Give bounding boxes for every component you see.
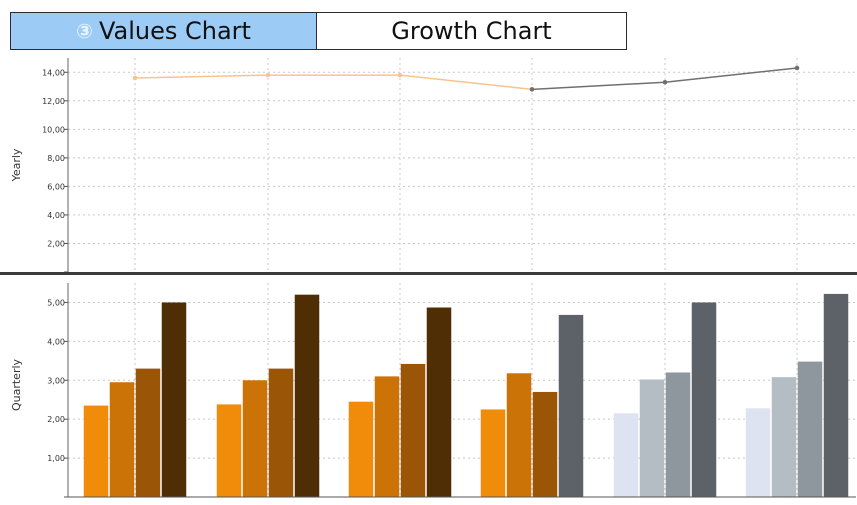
- bar-g6-q4: [823, 293, 849, 497]
- line-chart-tick-label: 2,00: [47, 239, 65, 248]
- bar-g5-q3: [665, 372, 691, 497]
- bar-chart-axis-label: Quarterly: [10, 358, 23, 411]
- chart-divider: [0, 272, 857, 275]
- line-series-1-point: [132, 75, 138, 81]
- tab-values-chart-label: Values Chart: [98, 17, 251, 45]
- line-chart-tick-label: 6,00: [47, 182, 65, 191]
- bar-g2-q1: [216, 404, 242, 497]
- bar-g6-q1: [745, 408, 771, 497]
- bar-g4-q1: [480, 409, 506, 497]
- chart-icon: ③: [76, 19, 93, 43]
- line-chart-tick-label: 8,00: [47, 154, 65, 163]
- bar-chart-tick-label: 4,00: [47, 337, 65, 346]
- bar-g3-q4: [426, 307, 452, 497]
- line-series-1-point: [265, 72, 271, 78]
- bar-g4-q2: [506, 373, 532, 497]
- line-series-1: [134, 74, 533, 91]
- tab-growth-chart[interactable]: Growth Chart: [317, 13, 626, 49]
- tab-growth-chart-label: Growth Chart: [391, 17, 552, 45]
- line-chart-tick-label: 4,00: [47, 211, 65, 220]
- bar-g1-q3: [135, 368, 161, 497]
- bar-g2-q2: [242, 380, 268, 497]
- bar-g3-q3: [400, 363, 426, 497]
- bar-g5-q4: [691, 302, 717, 497]
- bar-chart-tick-label: 2,00: [47, 415, 65, 424]
- line-series-1-point: [397, 72, 403, 78]
- bar-g6-q2: [771, 377, 797, 497]
- tab-values-chart[interactable]: ③ Values Chart: [11, 13, 317, 49]
- chart-tab-bar: ③ Values Chart Growth Chart: [10, 12, 627, 50]
- bar-g2-q3: [268, 368, 294, 497]
- bar-g5-q1: [613, 413, 639, 497]
- line-series-2-point: [529, 87, 535, 92]
- bar-chart-tick-label: 1,00: [47, 454, 65, 463]
- bar-g3-q1: [348, 401, 374, 497]
- line-chart-tick-label: 12,00: [42, 97, 65, 106]
- bar-g4-q3: [532, 391, 558, 497]
- bar-g1-q1: [83, 405, 109, 497]
- bar-g3-q2: [374, 376, 400, 497]
- bar-g4-q4: [558, 314, 584, 497]
- bar-chart-tick-label: 5,00: [47, 298, 65, 307]
- line-chart-tick-label: 14,00: [42, 68, 65, 77]
- bar-chart-tick-label: 3,00: [47, 376, 65, 385]
- bar-g1-q4: [161, 302, 187, 497]
- line-chart-tick-label: 10,00: [42, 125, 65, 134]
- line-series-2-point: [662, 79, 668, 85]
- line-chart-axis-label: Yearly: [10, 148, 23, 182]
- bar-g5-q2: [639, 379, 665, 497]
- bar-g6-q3: [797, 361, 823, 497]
- line-series-2-point: [794, 65, 800, 71]
- bar-g1-q2: [109, 382, 135, 497]
- bar-g2-q4: [294, 294, 320, 497]
